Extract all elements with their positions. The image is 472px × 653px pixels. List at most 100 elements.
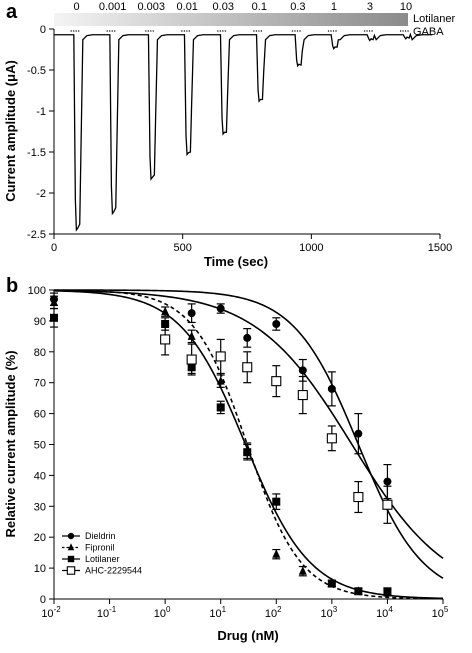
y-tick-label: 30: [34, 501, 46, 513]
open-square-marker: [326, 433, 337, 444]
concentration-label: 0.1: [252, 1, 267, 13]
concentration-label: 0.01: [177, 1, 198, 13]
drug-bar-label: Lotilaner: [413, 13, 456, 25]
square-marker: [67, 555, 75, 563]
circle-marker: [216, 304, 225, 313]
x-tick-base: 10: [41, 608, 53, 620]
triangle-marker: [272, 549, 281, 558]
concentration-label: 0.03: [213, 1, 234, 13]
x-tick-exponent: 4: [388, 605, 393, 614]
panel-b-y-axis-title: Relative current amplitude (%): [3, 350, 18, 537]
circle-marker: [354, 429, 363, 438]
x-tick-base: 10: [154, 608, 166, 620]
x-tick-label: 0: [51, 242, 57, 254]
x-tick-base: 10: [209, 608, 221, 620]
x-tick-label: 100: [154, 605, 171, 620]
y-tick-label: 60: [34, 409, 46, 421]
panel-a-x-ticks: 0 500 1000 1500: [51, 234, 452, 254]
triangle-marker: [67, 543, 75, 551]
x-tick-exponent: 2: [277, 605, 282, 614]
x-tick-base: 10: [432, 608, 444, 620]
triangle-marker: [216, 376, 225, 385]
concentration-label: 1: [331, 1, 337, 13]
panel-b-x-ticks: 10-2 10-1 100 101 102 103 104 105: [41, 599, 449, 620]
concentration-label: 0.3: [290, 1, 305, 13]
open-square-marker: [186, 354, 197, 365]
x-tick-label: 10-2: [41, 605, 61, 620]
open-square-marker: [66, 566, 76, 575]
fit-curve-dieldrin: [53, 289, 444, 579]
legend-label: AHC-2229544: [85, 566, 142, 576]
square-marker: [383, 587, 392, 596]
panel-a-y-axis-title: Current amplitude (μA): [3, 60, 18, 202]
x-tick-label: 104: [376, 605, 393, 620]
circle-marker: [298, 366, 307, 375]
y-tick-label: 70: [34, 378, 46, 390]
data-points: [50, 292, 393, 597]
open-square-marker: [271, 376, 282, 387]
legend-label: Fipronil: [85, 543, 115, 553]
circle-marker: [243, 333, 252, 342]
circle-marker: [187, 309, 196, 318]
y-tick-label: 0: [40, 594, 46, 606]
y-tick-label: 50: [34, 440, 46, 452]
x-tick-label: 500: [173, 242, 191, 254]
open-square-marker: [382, 499, 393, 510]
x-tick-label: 103: [321, 605, 338, 620]
x-tick-label: 102: [265, 605, 282, 620]
x-tick-exponent: 1: [222, 605, 227, 614]
x-tick-label: 101: [209, 605, 226, 620]
y-tick-label: -1: [36, 106, 46, 118]
fit-curve-ahc-2229544: [53, 289, 444, 559]
panel-b-x-axis-title: Drug (nM): [217, 628, 278, 643]
triangle-marker: [298, 566, 307, 575]
square-marker: [327, 579, 336, 588]
open-square-marker: [242, 362, 253, 373]
agonist-bar-label: GABA: [413, 26, 444, 38]
y-tick-label: -0.5: [27, 65, 46, 77]
open-square-marker: [353, 491, 364, 503]
concentration-label: 3: [367, 1, 373, 13]
concentration-label: 0: [74, 1, 80, 13]
y-tick-label: 100: [28, 285, 46, 297]
x-tick-label: 1000: [299, 242, 323, 254]
x-tick-exponent: -2: [54, 605, 62, 614]
current-trace: [54, 32, 433, 232]
concentration-label: 0.001: [99, 1, 127, 13]
triangle-marker: [161, 306, 170, 316]
y-tick-label: 0: [40, 24, 46, 36]
open-square-marker: [297, 390, 308, 401]
y-tick-label: 40: [34, 470, 46, 482]
concentration-labels: 0 0.001 0.003 0.01 0.03 0.1 0.3 1 3 10: [74, 1, 413, 13]
x-tick-base: 10: [376, 608, 388, 620]
panel-a: Lotilaner GABA 0 0.001 0.003 0.01 0.03 0.1 0.3…: [3, 1, 456, 269]
x-tick-base: 10: [321, 608, 333, 620]
x-tick-label: 105: [432, 605, 449, 620]
x-tick-label: 1500: [428, 242, 452, 254]
x-tick-exponent: -1: [109, 605, 117, 614]
open-square-marker: [160, 334, 171, 345]
legend-label: Dieldrin: [85, 531, 116, 541]
x-tick-base: 10: [265, 608, 277, 620]
y-tick-label: 80: [34, 347, 46, 359]
panel-b-y-ticks: 0 10 20 30 40 50 60 70 80 90 100: [28, 285, 54, 606]
circle-marker: [383, 477, 392, 486]
concentration-gradient-bar: [54, 13, 408, 26]
y-tick-label: 10: [34, 563, 46, 575]
concentration-label: 10: [400, 1, 412, 13]
square-marker: [272, 497, 281, 506]
panel-b-label: b: [6, 275, 18, 297]
panel-a-label: a: [6, 1, 18, 23]
square-marker: [216, 403, 225, 412]
concentration-label: 0.003: [137, 1, 165, 13]
circle-marker: [272, 319, 281, 328]
panel-a-y-ticks: 0 -0.5 -1 -1.5 -2 -2.5: [27, 24, 54, 241]
x-tick-exponent: 3: [333, 605, 338, 614]
triangle-marker: [187, 331, 196, 340]
square-marker: [354, 587, 363, 596]
x-tick-label: 10-1: [97, 605, 117, 620]
